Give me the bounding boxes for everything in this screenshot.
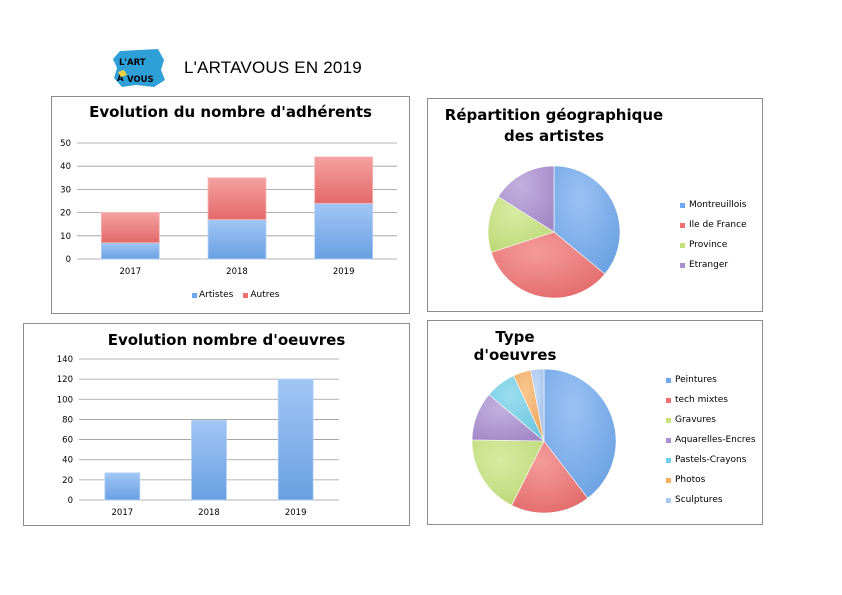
- chart-repartition-panel: Répartition géographique des artistes Mo…: [427, 98, 763, 312]
- legend-item-artistes: Artistes: [192, 290, 233, 300]
- artavous-logo: L'ART A VOUS: [113, 49, 165, 87]
- type-legend-item-gravures: Gravures: [666, 410, 756, 430]
- type-slice-sculptures: [530, 368, 545, 442]
- y-tick-label: 30: [60, 185, 71, 195]
- chart-adherents-panel: Evolution du nombre d'adhérents 0 10 20 30 4…: [51, 96, 410, 314]
- page-title: L'ARTAVOUS EN 2019: [184, 58, 362, 77]
- legend-swatch: [680, 202, 685, 208]
- adherents-bar-2018-artistes: [207, 219, 267, 260]
- adherents-bar-2017-autres: [100, 212, 160, 244]
- chart-oeuvres-title: Evolution nombre d'oeuvres: [107, 331, 346, 349]
- y-tick-label: 0: [68, 496, 73, 506]
- y-tick-label: 120: [57, 375, 73, 385]
- oeuvres-bar-2017: [104, 472, 141, 501]
- legend-label: Etranger: [689, 260, 729, 270]
- type-slice-tech-mixtes: [511, 440, 589, 514]
- y-tick-label: 10: [60, 232, 71, 242]
- legend-swatch: [680, 222, 685, 228]
- legend-label: Montreuillois: [689, 200, 747, 210]
- geo-slice-province: [487, 196, 555, 253]
- y-tick-label: 20: [60, 209, 71, 219]
- svg-text:VOUS: VOUS: [127, 75, 154, 85]
- y-tick-label: 40: [62, 456, 73, 466]
- y-tick-label: 40: [60, 162, 71, 172]
- y-tick-label: 20: [62, 476, 73, 486]
- chart-repartition-legend: Montreuillois Ile de France Province Etrang…: [680, 195, 747, 275]
- geo-legend-item-montreuillois: Montreuillois: [680, 195, 747, 215]
- svg-text:A: A: [117, 74, 124, 84]
- adherents-bar-2018-autres: [207, 177, 267, 220]
- x-tick-label: 2017: [120, 267, 142, 277]
- y-tick-label: 140: [57, 355, 73, 365]
- legend-swatch: [666, 397, 671, 403]
- y-tick-label: 100: [57, 395, 73, 405]
- geo-legend-item-province: Province: [680, 235, 747, 255]
- x-tick-label: 2019: [333, 267, 355, 277]
- y-tick-label: 80: [62, 415, 73, 425]
- type-legend-item-pastels-crayons: Pastels-Crayons: [666, 450, 756, 470]
- chart-type-legend: Peintures tech mixtes Gravures Aquarelles-E…: [666, 370, 756, 510]
- type-legend-item-peintures: Peintures: [666, 370, 756, 390]
- geo-legend-item-ile-de-france: Ile de France: [680, 215, 747, 235]
- legend-swatch: [680, 262, 685, 268]
- legend-swatch: [666, 477, 671, 483]
- type-legend-item-photos: Photos: [666, 470, 756, 490]
- legend-label: Province: [689, 240, 728, 250]
- chart-oeuvres: 0 20 40 60 80 100 120 140 2017 2018 2019: [57, 355, 339, 518]
- legend-swatch: [666, 457, 671, 463]
- chart-type-title: Type d'oeuvres: [473, 328, 557, 364]
- chart-adherents-legend: Artistes Autres: [192, 290, 279, 300]
- chart-type-panel: Type d'oeuvres Peintures tech mixtes Gravu…: [427, 320, 763, 525]
- adherents-bar-2019-artistes: [314, 202, 374, 260]
- svg-text:L'ART: L'ART: [119, 58, 146, 68]
- legend-label: Peintures: [675, 375, 717, 385]
- type-slice-peintures: [543, 368, 617, 499]
- geo-legend-item-etranger: Etranger: [680, 255, 747, 275]
- legend-swatch: [666, 377, 671, 383]
- legend-swatch: [666, 437, 671, 443]
- chart-oeuvres-panel: Evolution nombre d'oeuvres 0 20 40 60 80 100 1…: [23, 323, 410, 526]
- x-tick-label: 2017: [112, 508, 134, 518]
- legend-swatch: [666, 497, 671, 503]
- legend-item-autres: Autres: [243, 290, 279, 300]
- legend-label: Photos: [675, 475, 706, 485]
- oeuvres-bar-2018: [191, 420, 227, 501]
- legend-swatch: [680, 242, 685, 248]
- legend-swatch: [666, 417, 671, 423]
- x-tick-label: 2019: [285, 508, 307, 518]
- legend-label: Aquarelles-Encres: [675, 435, 756, 445]
- type-slice-gravures: [471, 439, 545, 506]
- legend-label: Gravures: [675, 415, 716, 425]
- type-legend-item-sculptures: Sculptures: [666, 490, 756, 510]
- chart-repartition-title: Répartition géographique des artistes: [444, 106, 664, 145]
- adherents-bar-2017-artistes: [100, 242, 160, 260]
- geo-slice-montreuillois: [553, 165, 621, 275]
- x-tick-label: 2018: [226, 267, 248, 277]
- chart-type: [471, 368, 617, 514]
- chart-adherents-title: Evolution du nombre d'adhérents: [89, 103, 372, 121]
- oeuvres-bar-2019: [277, 378, 314, 501]
- type-legend-item-tech-mixtes: tech mixtes: [666, 390, 756, 410]
- geo-slice-ile-de-france: [490, 231, 606, 299]
- geo-slice-etranger: [497, 165, 555, 233]
- y-tick-label: 0: [66, 255, 71, 265]
- legend-label: Sculptures: [675, 495, 723, 505]
- x-tick-label: 2018: [198, 508, 220, 518]
- chart-repartition: [487, 165, 621, 299]
- y-tick-label: 60: [62, 436, 73, 446]
- legend-label: tech mixtes: [675, 395, 728, 405]
- type-legend-item-aquarelles-encres: Aquarelles-Encres: [666, 430, 756, 450]
- y-tick-label: 50: [60, 139, 71, 149]
- legend-label: Pastels-Crayons: [675, 455, 747, 465]
- legend-label: Ile de France: [689, 220, 747, 230]
- chart-adherents: 0 10 20 30 40 50 2017 2018 2019: [60, 139, 397, 277]
- adherents-bar-2019-autres: [314, 156, 374, 204]
